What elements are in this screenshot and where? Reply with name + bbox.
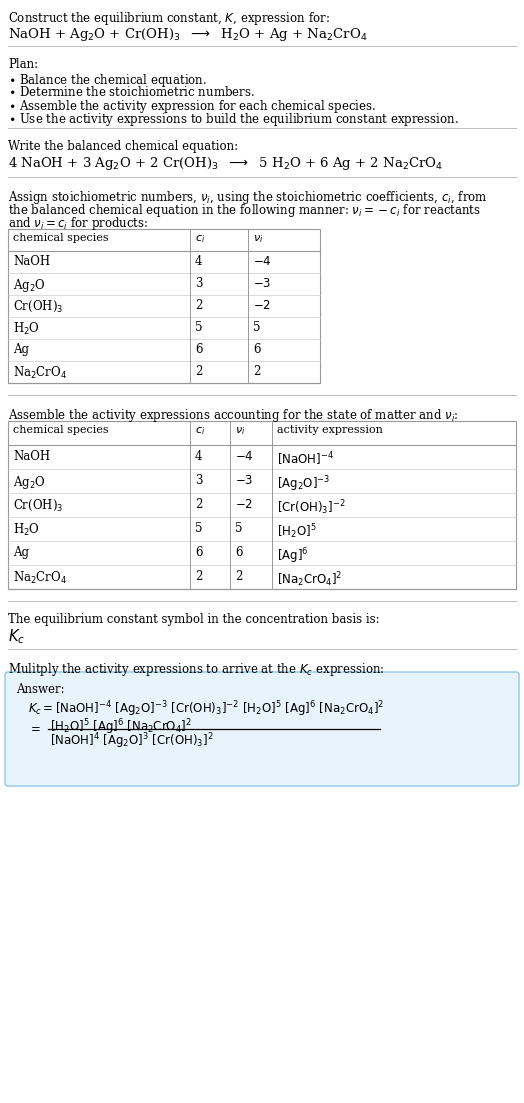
Text: Write the balanced chemical equation:: Write the balanced chemical equation: (8, 140, 238, 153)
Text: Assign stoichiometric numbers, $\nu_i$, using the stoichiometric coefficients, $: Assign stoichiometric numbers, $\nu_i$, … (8, 189, 488, 206)
Text: Na$_2$CrO$_4$: Na$_2$CrO$_4$ (13, 570, 67, 586)
Text: 5: 5 (253, 321, 260, 334)
Text: H$_2$O: H$_2$O (13, 321, 40, 338)
Text: $=$: $=$ (28, 721, 41, 733)
Text: NaOH: NaOH (13, 255, 50, 268)
Text: 6: 6 (195, 546, 202, 559)
Text: $[\mathrm{NaOH}]^4\ [\mathrm{Ag_2O}]^3\ [\mathrm{Cr(OH)_3}]^2$: $[\mathrm{NaOH}]^4\ [\mathrm{Ag_2O}]^3\ … (50, 731, 214, 751)
Text: activity expression: activity expression (277, 425, 383, 435)
Text: Plan:: Plan: (8, 58, 38, 71)
Text: $\bullet$ Balance the chemical equation.: $\bullet$ Balance the chemical equation. (8, 72, 207, 89)
Text: $-2$: $-2$ (235, 497, 253, 511)
Text: 6: 6 (253, 343, 260, 356)
Text: $-3$: $-3$ (253, 277, 271, 290)
Text: 4: 4 (195, 450, 202, 463)
Text: NaOH + Ag$_2$O + Cr(OH)$_3$  $\longrightarrow$  H$_2$O + Ag + Na$_2$CrO$_4$: NaOH + Ag$_2$O + Cr(OH)$_3$ $\longrighta… (8, 26, 367, 43)
Text: H$_2$O: H$_2$O (13, 522, 40, 538)
Text: $\bullet$ Determine the stoichiometric numbers.: $\bullet$ Determine the stoichiometric n… (8, 85, 255, 99)
Text: $\nu_i$: $\nu_i$ (253, 233, 264, 245)
Text: Ag$_2$O: Ag$_2$O (13, 474, 46, 491)
Bar (8, 229, 320, 383)
Text: NaOH: NaOH (13, 450, 50, 463)
Text: $\nu_i$: $\nu_i$ (235, 425, 245, 437)
Text: 2: 2 (253, 365, 260, 378)
Text: chemical species: chemical species (13, 233, 108, 243)
Text: Ag: Ag (13, 546, 29, 559)
Text: chemical species: chemical species (13, 425, 108, 435)
Bar (8, 421, 516, 589)
Text: Ag: Ag (13, 343, 29, 356)
Text: 4: 4 (195, 255, 202, 268)
Text: $K_c = [\mathrm{NaOH}]^{-4}\ [\mathrm{Ag_2O}]^{-3}\ [\mathrm{Cr(OH)_3}]^{-2}\ [\: $K_c = [\mathrm{NaOH}]^{-4}\ [\mathrm{Ag… (28, 699, 384, 718)
Text: and $\nu_i = c_i$ for products:: and $\nu_i = c_i$ for products: (8, 215, 148, 232)
Text: The equilibrium constant symbol in the concentration basis is:: The equilibrium constant symbol in the c… (8, 613, 379, 627)
Text: 4 NaOH + 3 Ag$_2$O + 2 Cr(OH)$_3$  $\longrightarrow$  5 H$_2$O + 6 Ag + 2 Na$_2$: 4 NaOH + 3 Ag$_2$O + 2 Cr(OH)$_3$ $\long… (8, 156, 443, 172)
Text: 5: 5 (195, 522, 202, 535)
Text: 3: 3 (195, 277, 202, 290)
Text: Na$_2$CrO$_4$: Na$_2$CrO$_4$ (13, 365, 67, 382)
Text: $[\mathrm{Ag_2O}]^{-3}$: $[\mathrm{Ag_2O}]^{-3}$ (277, 474, 330, 494)
Text: 2: 2 (195, 570, 202, 583)
Text: Assemble the activity expressions accounting for the state of matter and $\nu_i$: Assemble the activity expressions accoun… (8, 407, 458, 424)
Text: $-3$: $-3$ (235, 474, 253, 488)
Text: $\bullet$ Assemble the activity expression for each chemical species.: $\bullet$ Assemble the activity expressi… (8, 98, 376, 115)
Text: 3: 3 (195, 474, 202, 488)
Text: 5: 5 (235, 522, 243, 535)
Text: $K_c$: $K_c$ (8, 627, 25, 645)
Text: $-4$: $-4$ (235, 450, 254, 463)
Text: Construct the equilibrium constant, $K$, expression for:: Construct the equilibrium constant, $K$,… (8, 10, 330, 26)
Text: Ag$_2$O: Ag$_2$O (13, 277, 46, 295)
Text: 2: 2 (235, 570, 243, 583)
Text: $c_i$: $c_i$ (195, 425, 205, 437)
Text: Cr(OH)$_3$: Cr(OH)$_3$ (13, 299, 63, 314)
Text: 2: 2 (195, 365, 202, 378)
Text: $[\mathrm{NaOH}]^{-4}$: $[\mathrm{NaOH}]^{-4}$ (277, 450, 334, 468)
Text: 6: 6 (235, 546, 243, 559)
Text: $[\mathrm{Ag}]^6$: $[\mathrm{Ag}]^6$ (277, 546, 309, 566)
Text: 5: 5 (195, 321, 202, 334)
Text: Answer:: Answer: (16, 683, 64, 696)
FancyBboxPatch shape (5, 672, 519, 786)
Text: $[\mathrm{Na_2CrO_4}]^2$: $[\mathrm{Na_2CrO_4}]^2$ (277, 570, 342, 589)
Text: Mulitply the activity expressions to arrive at the $K_c$ expression:: Mulitply the activity expressions to arr… (8, 661, 385, 678)
Text: Cr(OH)$_3$: Cr(OH)$_3$ (13, 497, 63, 513)
Text: the balanced chemical equation in the following manner: $\nu_i = -c_i$ for react: the balanced chemical equation in the fo… (8, 202, 481, 219)
Text: $\bullet$ Use the activity expressions to build the equilibrium constant express: $\bullet$ Use the activity expressions t… (8, 111, 459, 128)
Text: $[\mathrm{H_2O}]^5\ [\mathrm{Ag}]^6\ [\mathrm{Na_2CrO_4}]^2$: $[\mathrm{H_2O}]^5\ [\mathrm{Ag}]^6\ [\m… (50, 717, 192, 737)
Text: $-4$: $-4$ (253, 255, 271, 268)
Text: $[\mathrm{H_2O}]^5$: $[\mathrm{H_2O}]^5$ (277, 522, 316, 540)
Text: 2: 2 (195, 497, 202, 511)
Text: $-2$: $-2$ (253, 299, 271, 312)
Text: 6: 6 (195, 343, 202, 356)
Text: $c_i$: $c_i$ (195, 233, 205, 245)
Text: 2: 2 (195, 299, 202, 312)
Text: $[\mathrm{Cr(OH)_3}]^{-2}$: $[\mathrm{Cr(OH)_3}]^{-2}$ (277, 497, 346, 516)
